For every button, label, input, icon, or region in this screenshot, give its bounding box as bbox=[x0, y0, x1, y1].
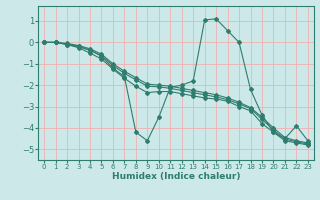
X-axis label: Humidex (Indice chaleur): Humidex (Indice chaleur) bbox=[112, 172, 240, 181]
